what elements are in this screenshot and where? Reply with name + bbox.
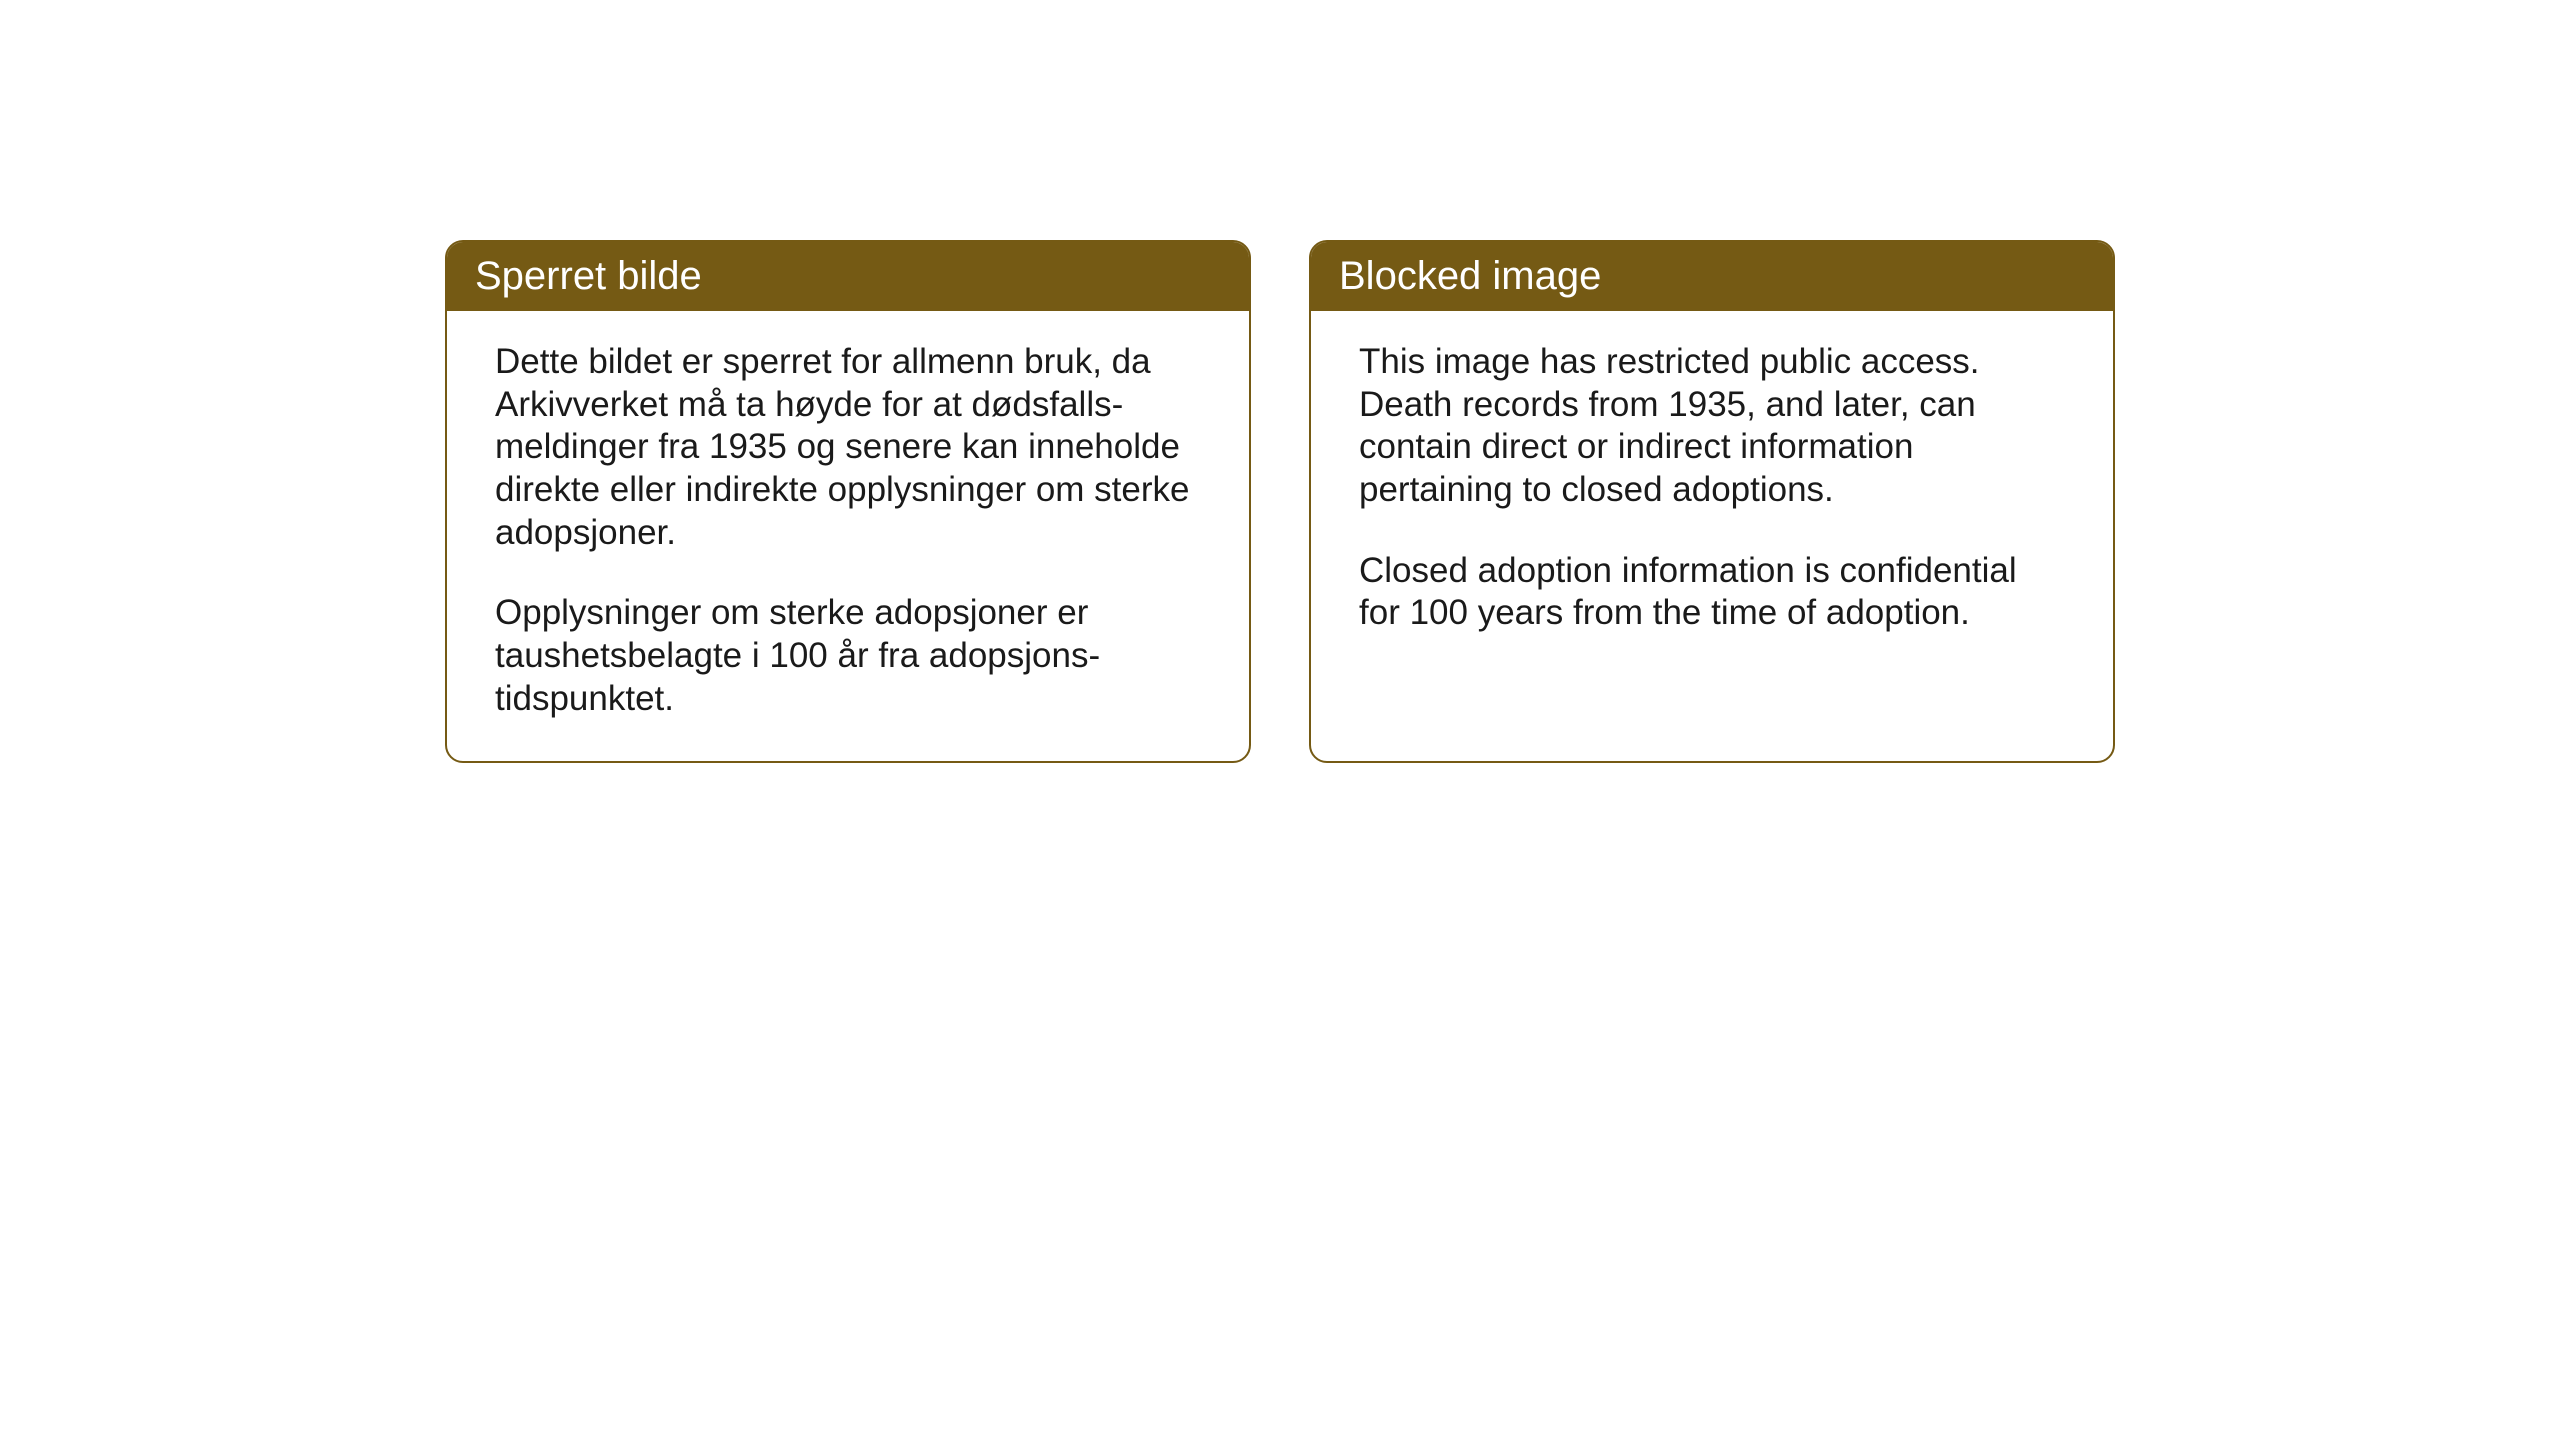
notice-card-norwegian: Sperret bilde Dette bildet er sperret fo… bbox=[445, 240, 1251, 763]
card-header-english: Blocked image bbox=[1311, 242, 2113, 311]
card-body-english: This image has restricted public access.… bbox=[1311, 311, 2113, 675]
notice-card-english: Blocked image This image has restricted … bbox=[1309, 240, 2115, 763]
card-paragraph-norwegian-1: Dette bildet er sperret for allmenn bruk… bbox=[495, 341, 1201, 554]
notice-cards-container: Sperret bilde Dette bildet er sperret fo… bbox=[445, 240, 2115, 763]
card-title-english: Blocked image bbox=[1339, 254, 1601, 298]
card-paragraph-english-1: This image has restricted public access.… bbox=[1359, 341, 2065, 512]
card-title-norwegian: Sperret bilde bbox=[475, 254, 702, 298]
card-paragraph-english-2: Closed adoption information is confident… bbox=[1359, 550, 2065, 635]
card-paragraph-norwegian-2: Opplysninger om sterke adopsjoner er tau… bbox=[495, 592, 1201, 720]
card-body-norwegian: Dette bildet er sperret for allmenn bruk… bbox=[447, 311, 1249, 761]
card-header-norwegian: Sperret bilde bbox=[447, 242, 1249, 311]
